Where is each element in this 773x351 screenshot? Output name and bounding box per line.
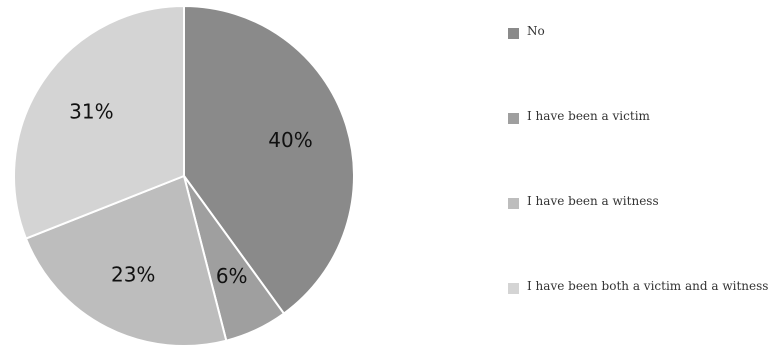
data-label-no: 40% (268, 128, 312, 152)
pie-slice-both (13, 4, 185, 240)
legend: No I have been a victim I have been a wi… (508, 0, 773, 351)
pie-slice-no (183, 4, 355, 315)
legend-swatch-no (508, 28, 519, 39)
pie-chart: 40% 6% 23% 31% (13, 4, 355, 348)
data-label-both: 31% (69, 100, 113, 124)
legend-item-witness: I have been a witness (508, 194, 773, 216)
legend-swatch-victim (508, 113, 519, 124)
legend-item-both: I have been both a victim and a witness (508, 279, 773, 301)
legend-label-both: I have been both a victim and a witness (527, 279, 769, 293)
legend-label-no: No (527, 24, 545, 38)
pie-slice-witness (24, 174, 228, 348)
legend-swatch-witness (508, 198, 519, 209)
legend-label-witness: I have been a witness (527, 194, 659, 208)
data-label-victim: 6% (216, 264, 248, 288)
legend-swatch-both (508, 283, 519, 294)
data-label-witness: 23% (111, 262, 155, 286)
legend-item-victim: I have been a victim (508, 109, 773, 131)
legend-item-no: No (508, 24, 773, 46)
legend-label-victim: I have been a victim (527, 109, 650, 123)
